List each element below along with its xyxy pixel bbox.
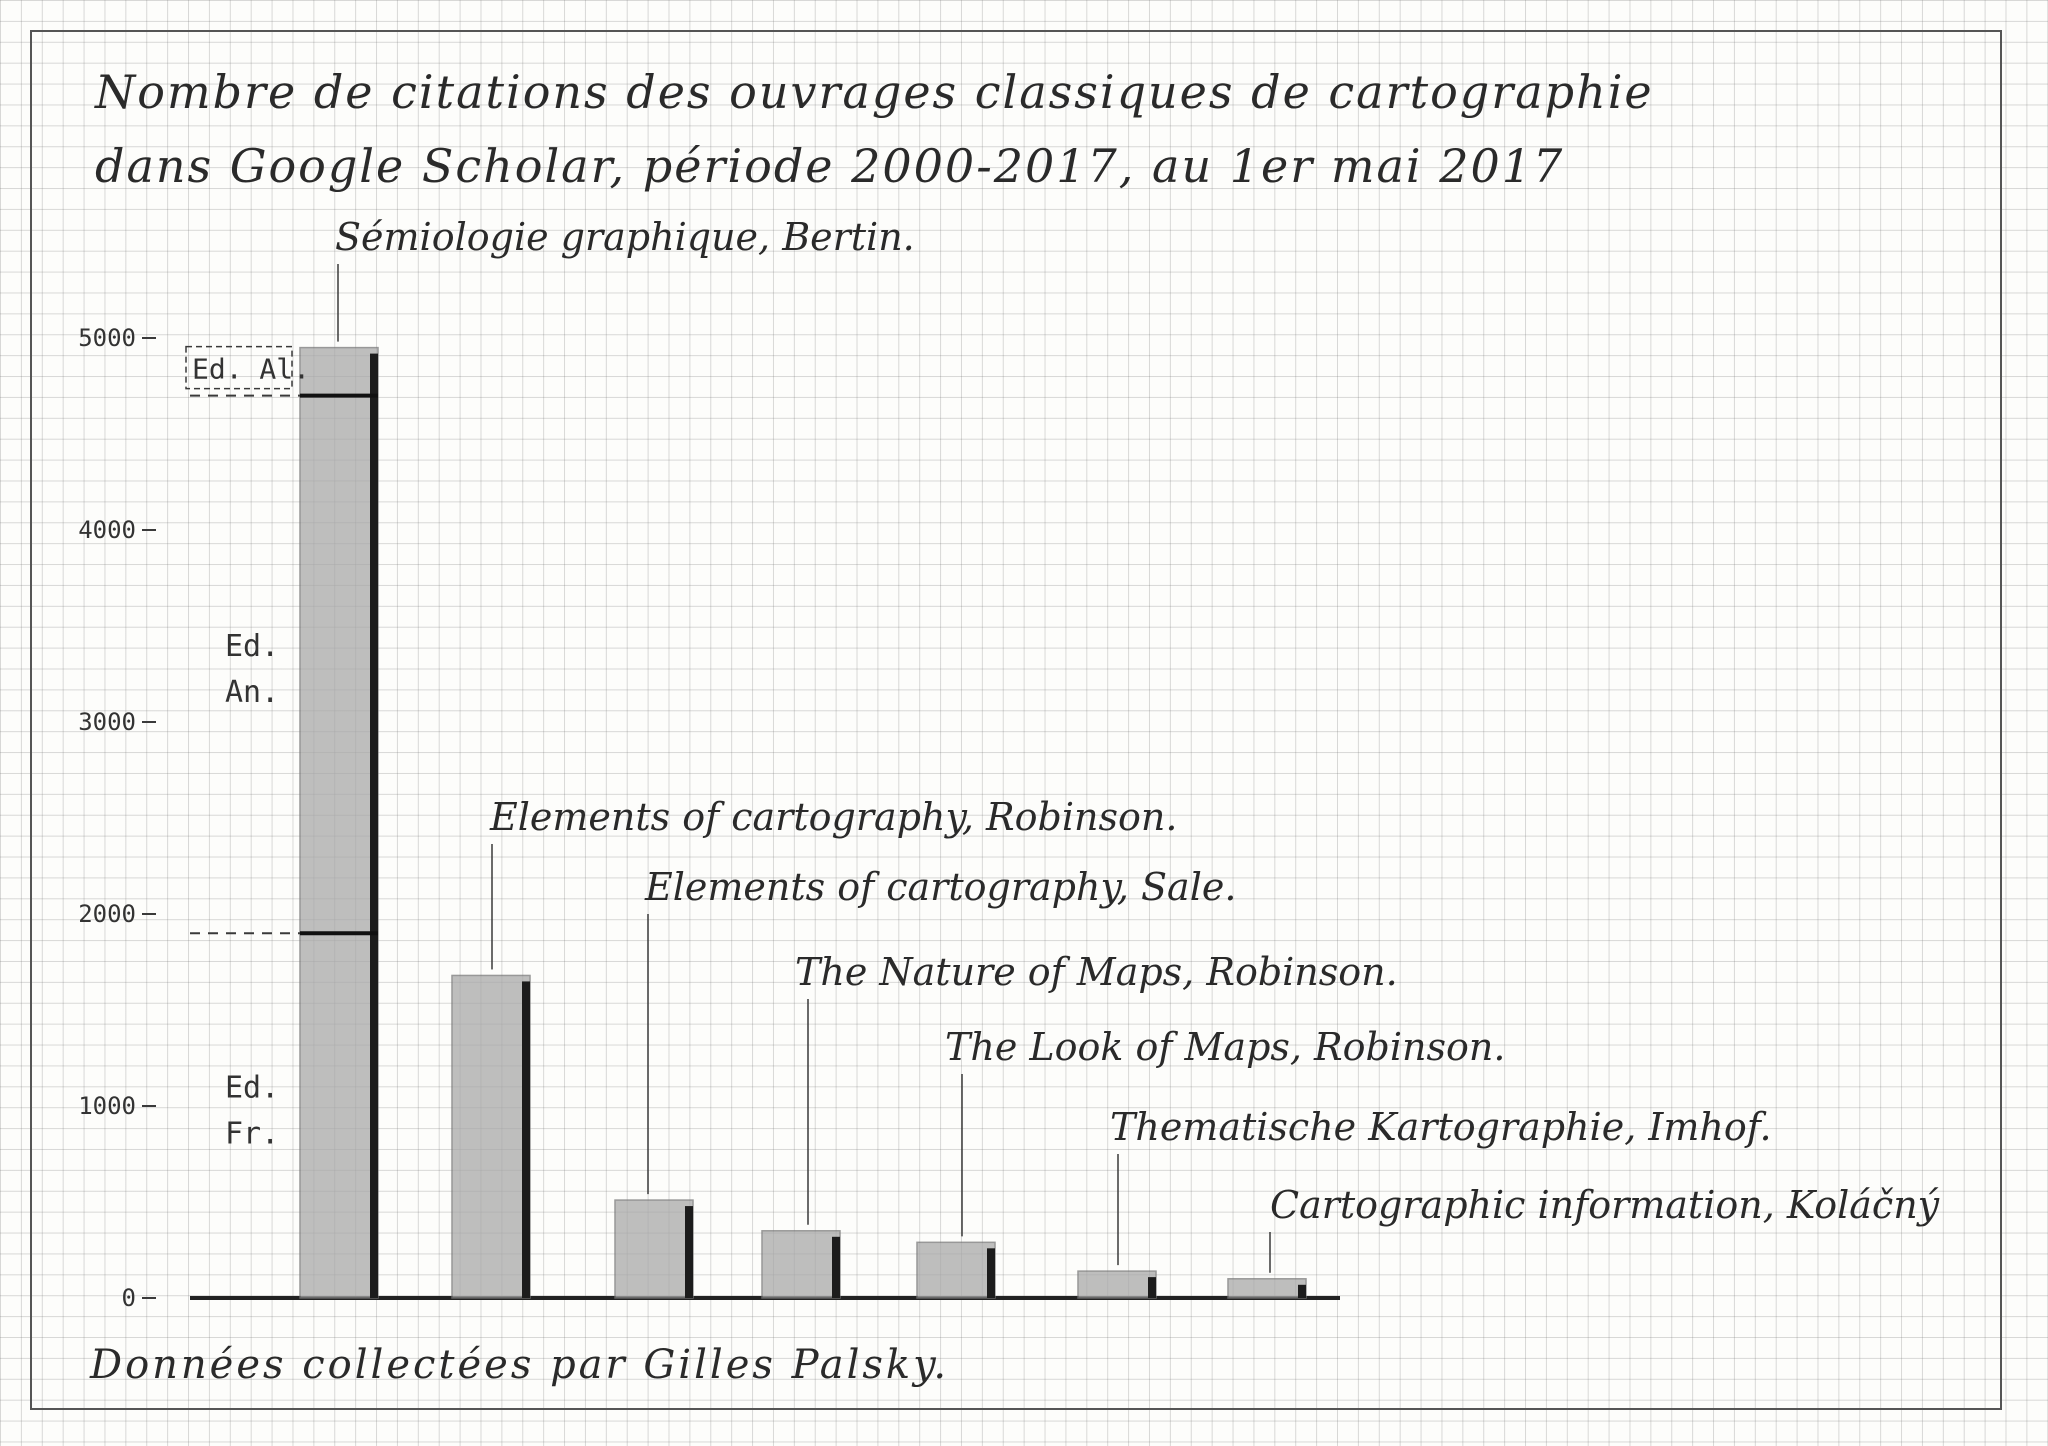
segment-label: An. bbox=[225, 675, 279, 710]
title-line-2: dans Google Scholar, période 2000-2017, … bbox=[95, 139, 1565, 193]
segment-label: Fr. bbox=[225, 1117, 279, 1152]
y-tick-label: 4000 bbox=[78, 516, 136, 544]
bar-category-label: The Look of Maps, Robinson. bbox=[945, 1025, 1505, 1069]
bar-category-label: The Nature of Maps, Robinson. bbox=[795, 950, 1398, 994]
segment-label-box bbox=[185, 345, 293, 390]
y-tick-label: 2000 bbox=[78, 900, 136, 928]
segment-label: Ed. bbox=[225, 629, 279, 664]
bar bbox=[299, 346, 379, 1299]
y-tick-label: 5000 bbox=[78, 324, 136, 352]
bar-shadow-edge bbox=[370, 353, 378, 1299]
bar-shadow-edge bbox=[685, 1206, 693, 1298]
bar bbox=[1077, 1270, 1157, 1299]
y-tick-label: 0 bbox=[122, 1284, 136, 1312]
chart-title: Nombre de citations des ouvrages classiq… bbox=[95, 55, 1795, 203]
bar-shadow-edge bbox=[522, 981, 530, 1298]
title-line-1: Nombre de citations des ouvrages classiq… bbox=[95, 65, 1654, 119]
bar-shadow-edge bbox=[1298, 1284, 1306, 1298]
bar-category-label: Sémiologie graphique, Bertin. bbox=[335, 215, 915, 259]
bar bbox=[451, 974, 531, 1299]
segment-label: Ed. bbox=[225, 1071, 279, 1106]
bar-shadow-edge bbox=[1148, 1277, 1156, 1298]
drawing-frame bbox=[30, 30, 2002, 1410]
bar bbox=[1227, 1278, 1307, 1299]
y-tick-label: 3000 bbox=[78, 708, 136, 736]
bar-shadow-edge bbox=[832, 1236, 840, 1298]
bar-category-label: Elements of cartography, Robinson. bbox=[489, 795, 1177, 839]
bar-category-label: Thematische Kartographie, Imhof. bbox=[1110, 1105, 1772, 1149]
bar bbox=[761, 1230, 841, 1299]
bar bbox=[614, 1199, 694, 1299]
bar-category-label: Cartographic information, Koláčný bbox=[1270, 1183, 1940, 1227]
y-tick-label: 1000 bbox=[78, 1092, 136, 1120]
bar-shadow-edge bbox=[987, 1248, 995, 1298]
bar bbox=[916, 1241, 996, 1299]
bar-category-label: Elements of cartography, Sale. bbox=[644, 865, 1236, 909]
data-source-note: Données collectées par Gilles Palsky. bbox=[90, 1342, 950, 1388]
segment-label: Ed. Al. bbox=[192, 353, 310, 386]
